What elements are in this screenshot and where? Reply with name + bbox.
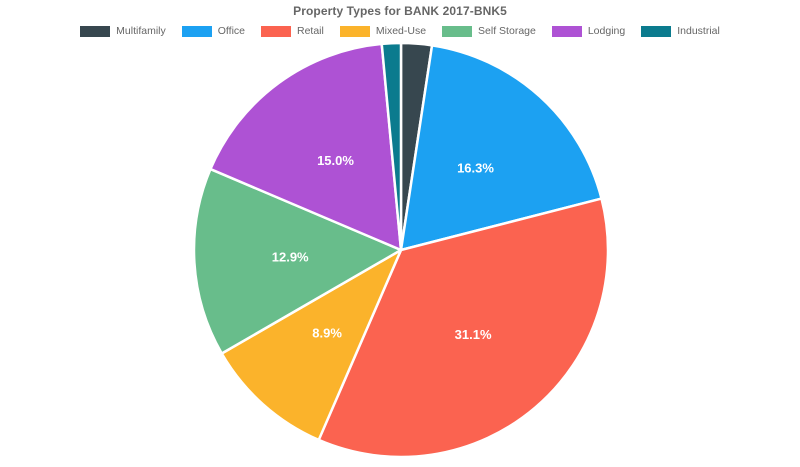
legend-label-office: Office bbox=[217, 25, 245, 37]
legend-item-retail[interactable]: Retail bbox=[261, 25, 324, 37]
chart-title: Property Types for BANK 2017-BNK5 bbox=[293, 4, 507, 18]
legend-swatch-office bbox=[181, 25, 212, 37]
pie-slice-industrial[interactable] bbox=[380, 41, 403, 252]
legend-swatch-retail bbox=[261, 25, 291, 37]
legend-item-self-storage[interactable]: Self Storage bbox=[442, 25, 536, 37]
legend-swatch-mixed-use bbox=[339, 25, 370, 37]
legend-item-multifamily[interactable]: Multifamily bbox=[80, 25, 166, 37]
pie-slice-office[interactable] bbox=[399, 44, 603, 252]
pie-slice-lodging[interactable] bbox=[209, 42, 403, 252]
legend-item-lodging[interactable]: Lodging bbox=[551, 25, 626, 37]
legend-item-mixed-use[interactable]: Mixed-Use bbox=[339, 25, 427, 37]
legend-label-industrial: Industrial bbox=[677, 25, 720, 37]
legend-label-retail: Retail bbox=[297, 25, 324, 37]
legend-swatch-self-storage bbox=[442, 25, 473, 37]
pie-slice-mixed-use[interactable] bbox=[220, 248, 403, 442]
legend-label-self-storage: Self Storage bbox=[478, 25, 536, 37]
legend-item-office[interactable]: Office bbox=[181, 25, 245, 37]
pie-slice-self-storage[interactable] bbox=[192, 167, 403, 355]
legend-swatch-lodging bbox=[551, 25, 582, 37]
legend-swatch-industrial bbox=[641, 25, 672, 37]
legend-swatch-multifamily bbox=[80, 25, 111, 37]
legend-label-multifamily: Multifamily bbox=[116, 25, 166, 37]
legend-item-industrial[interactable]: Industrial bbox=[641, 25, 720, 37]
pie-slice-retail[interactable] bbox=[317, 197, 610, 459]
legend-label-mixed-use: Mixed-Use bbox=[375, 25, 427, 37]
legend-label-lodging: Lodging bbox=[587, 25, 626, 37]
chart-legend: Multifamily Office Retail Mixed-Use Self Sto… bbox=[0, 25, 800, 37]
